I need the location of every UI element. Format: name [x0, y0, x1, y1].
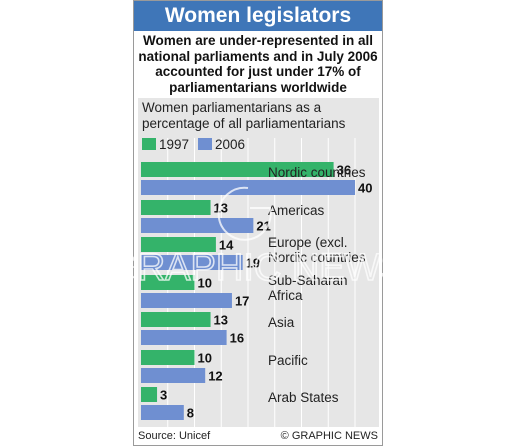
data-label: 19 [246, 256, 260, 271]
category-label: Europe (excl. [268, 235, 348, 250]
category-label: Arab States [268, 390, 339, 405]
bar [141, 200, 211, 215]
data-label: 36 [337, 163, 351, 178]
bar [141, 350, 195, 365]
data-label: 13 [214, 201, 228, 216]
category-label: Africa [268, 288, 303, 303]
category-label: Pacific [268, 353, 308, 368]
chart-panel: Women parliamentarians as a percentage of… [138, 98, 379, 427]
bar [141, 405, 184, 420]
legend-swatch [198, 138, 212, 150]
data-label: 3 [160, 388, 167, 403]
bar [141, 368, 206, 383]
bar [141, 180, 355, 195]
data-label: 12 [208, 369, 222, 384]
subtitle: Women are under-represented in all natio… [138, 33, 378, 95]
chart-title-line: Women parliamentarians as a [142, 100, 322, 115]
infographic-frame: Women legislators Women are under-repres… [133, 0, 383, 446]
data-label: 17 [235, 294, 249, 309]
page-title: Women legislators [164, 4, 352, 27]
legend-swatch [142, 138, 156, 150]
data-label: 10 [198, 351, 212, 366]
legend-label: 2006 [215, 137, 245, 152]
data-label: 13 [214, 313, 228, 328]
data-label: 40 [358, 181, 372, 196]
title-bar: Women legislators [134, 1, 382, 31]
bar [141, 293, 232, 308]
source-note: Source: Unicef [138, 430, 211, 442]
bar [141, 312, 211, 327]
data-label: 16 [230, 331, 244, 346]
bar [141, 387, 158, 402]
category-label: Sub-Saharan [268, 273, 348, 288]
category-label: Americas [268, 203, 325, 218]
bar [141, 162, 334, 177]
bar [141, 255, 243, 270]
data-label: 8 [187, 406, 194, 421]
bar [141, 275, 195, 290]
data-label: 21 [256, 219, 270, 234]
category-label: Asia [268, 315, 295, 330]
bar [141, 330, 227, 345]
category-label: Nordic countries [268, 165, 366, 180]
data-label: 14 [219, 238, 234, 253]
category-label: Nordic countries [268, 250, 366, 265]
data-label: 10 [198, 276, 212, 291]
credit-note: © GRAPHIC NEWS [280, 430, 378, 442]
chart-title-line: percentage of all parliamentarians [142, 116, 346, 131]
bar [141, 218, 254, 233]
legend-label: 1997 [159, 137, 189, 152]
bar [141, 237, 216, 252]
